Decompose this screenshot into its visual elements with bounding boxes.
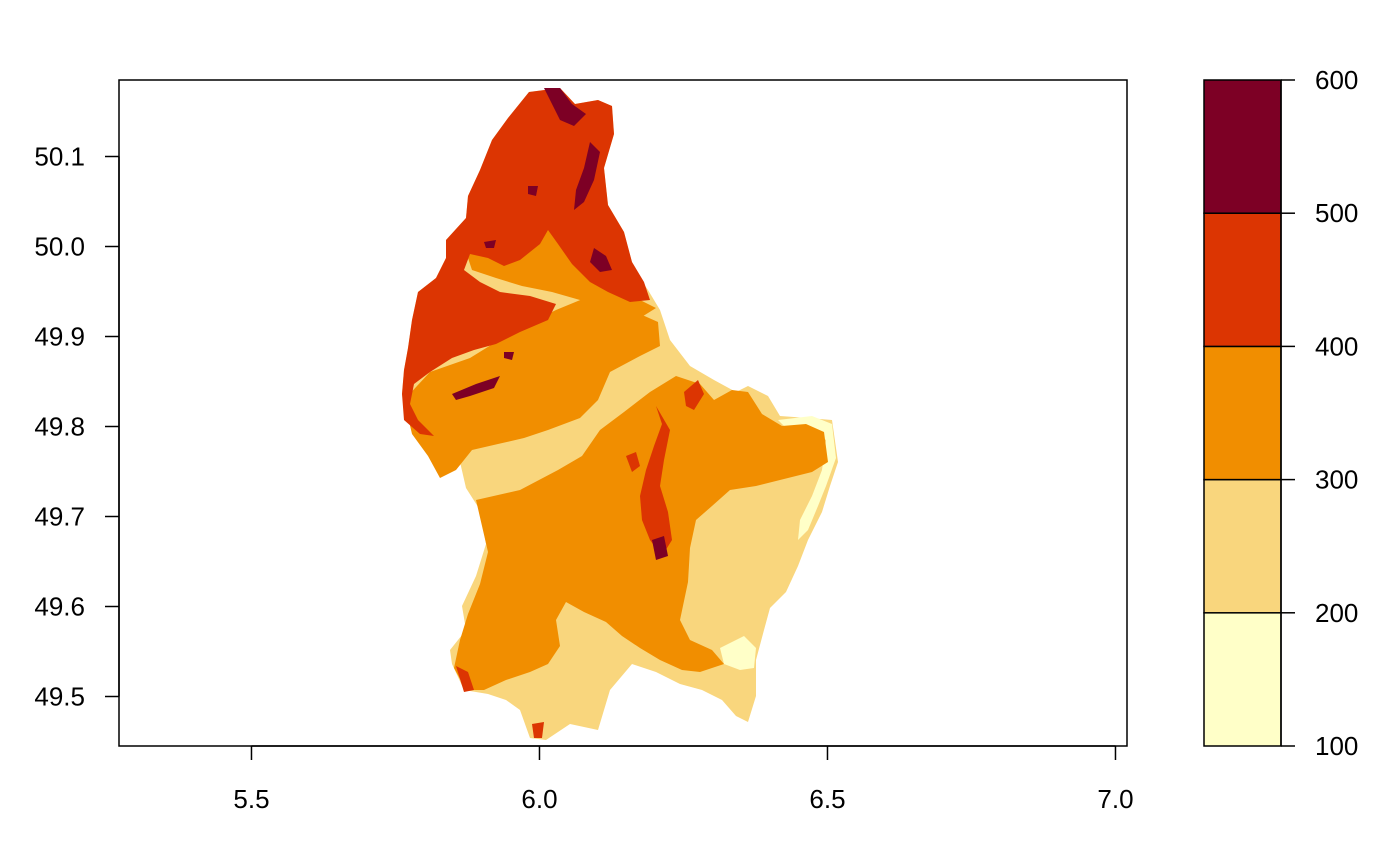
elevation-raster (402, 88, 838, 740)
y-tick-label: 49.5 (34, 682, 85, 712)
legend-color-swatch (1203, 212, 1282, 348)
x-axis: 5.5 6.0 6.5 7.0 (233, 745, 1134, 814)
legend-tick-label: 200 (1315, 598, 1358, 628)
elevation-class-400-500 (532, 722, 544, 738)
elevation-class-100-200 (778, 416, 836, 540)
elevation-class-300-400 (404, 296, 660, 478)
legend-color-swatch (1203, 612, 1282, 747)
legend-color-swatch (1203, 478, 1282, 614)
y-tick-label: 49.7 (34, 502, 85, 532)
elevation-class-500-600 (590, 248, 612, 272)
x-tick-label: 6.5 (809, 784, 845, 814)
legend-tick-label: 400 (1315, 331, 1358, 361)
y-tick-label: 50.0 (34, 232, 85, 262)
y-tick-label: 50.1 (34, 142, 85, 172)
elevation-class-500-600 (652, 536, 668, 560)
y-tick-label: 49.6 (34, 592, 85, 622)
elevation-class-400-500 (640, 406, 672, 556)
elevation-class-500-600 (504, 352, 514, 360)
elevation-class-300-400 (454, 376, 828, 690)
elevation-class-400-500 (456, 666, 474, 692)
map-panel: 5.5 6.0 6.5 7.0 49.5 49.6 49.7 49.8 49.9 50.0 50.… (34, 79, 1134, 814)
elevation-class-400-500 (626, 452, 640, 472)
legend-tick-label: 100 (1315, 731, 1358, 761)
y-tick-label: 49.8 (34, 412, 85, 442)
elevation-class-100-200 (720, 636, 756, 670)
legend-color-swatch (1203, 79, 1282, 214)
elevation-class-500-600 (452, 376, 500, 400)
legend-colorbar: 100 200 300 400 500 600 (1203, 65, 1358, 761)
y-tick-label: 49.9 (34, 322, 85, 352)
elevation-class-500-600 (528, 186, 538, 196)
legend-tick-label: 300 (1315, 465, 1358, 495)
x-tick-label: 6.0 (521, 784, 557, 814)
x-tick-label: 5.5 (233, 784, 269, 814)
elevation-class-500-600 (574, 142, 600, 210)
y-axis: 49.5 49.6 49.7 49.8 49.9 50.0 50.1 (34, 142, 120, 712)
elevation-class-500-600 (484, 240, 496, 248)
elevation-class-400-500 (684, 380, 704, 410)
legend-color-swatch (1203, 345, 1282, 481)
elevation-class-500-600 (544, 88, 586, 126)
x-tick-label: 7.0 (1097, 784, 1133, 814)
legend-tick-label: 500 (1315, 198, 1358, 228)
legend-tick-label: 600 (1315, 65, 1358, 95)
